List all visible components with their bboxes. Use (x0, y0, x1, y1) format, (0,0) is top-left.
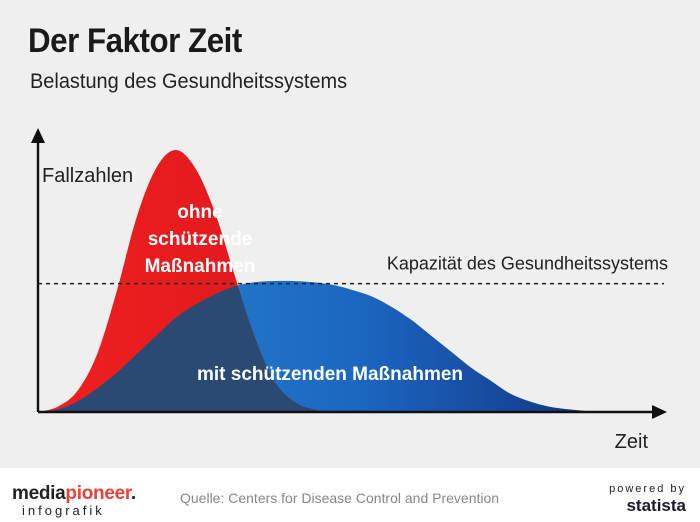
capacity-threshold-label: Kapazität des Gesundheitssystems (387, 254, 668, 274)
footer-bar (0, 468, 700, 522)
mediapioneer-logo: mediapioneer. (12, 483, 136, 504)
logo-subtitle: infografik (22, 503, 105, 518)
x-axis-label: Zeit (615, 431, 649, 453)
source-note: Quelle: Centers for Disease Control and … (180, 490, 500, 506)
series-label-ohne-line-2: schützende (148, 229, 253, 250)
chart-subtitle: Belastung des Gesundheitssystems (30, 70, 348, 93)
series-label-ohne-line-1: ohne (177, 202, 222, 223)
y-axis-arrow (31, 128, 45, 143)
chart-title: Der Faktor Zeit (28, 22, 242, 60)
x-axis-arrow (652, 405, 667, 419)
statista-logo: statista (626, 496, 686, 515)
series-label-mit-massnahmen: mit schützenden Maßnahmen (197, 364, 463, 385)
series-label-ohne-line-3: Maßnahmen (145, 256, 256, 277)
chart-canvas: Kapazität des Gesundheitssystems Fallzahl… (31, 128, 668, 453)
powered-by-text: powered by (609, 483, 686, 495)
y-axis-label: Fallzahlen (42, 165, 133, 187)
